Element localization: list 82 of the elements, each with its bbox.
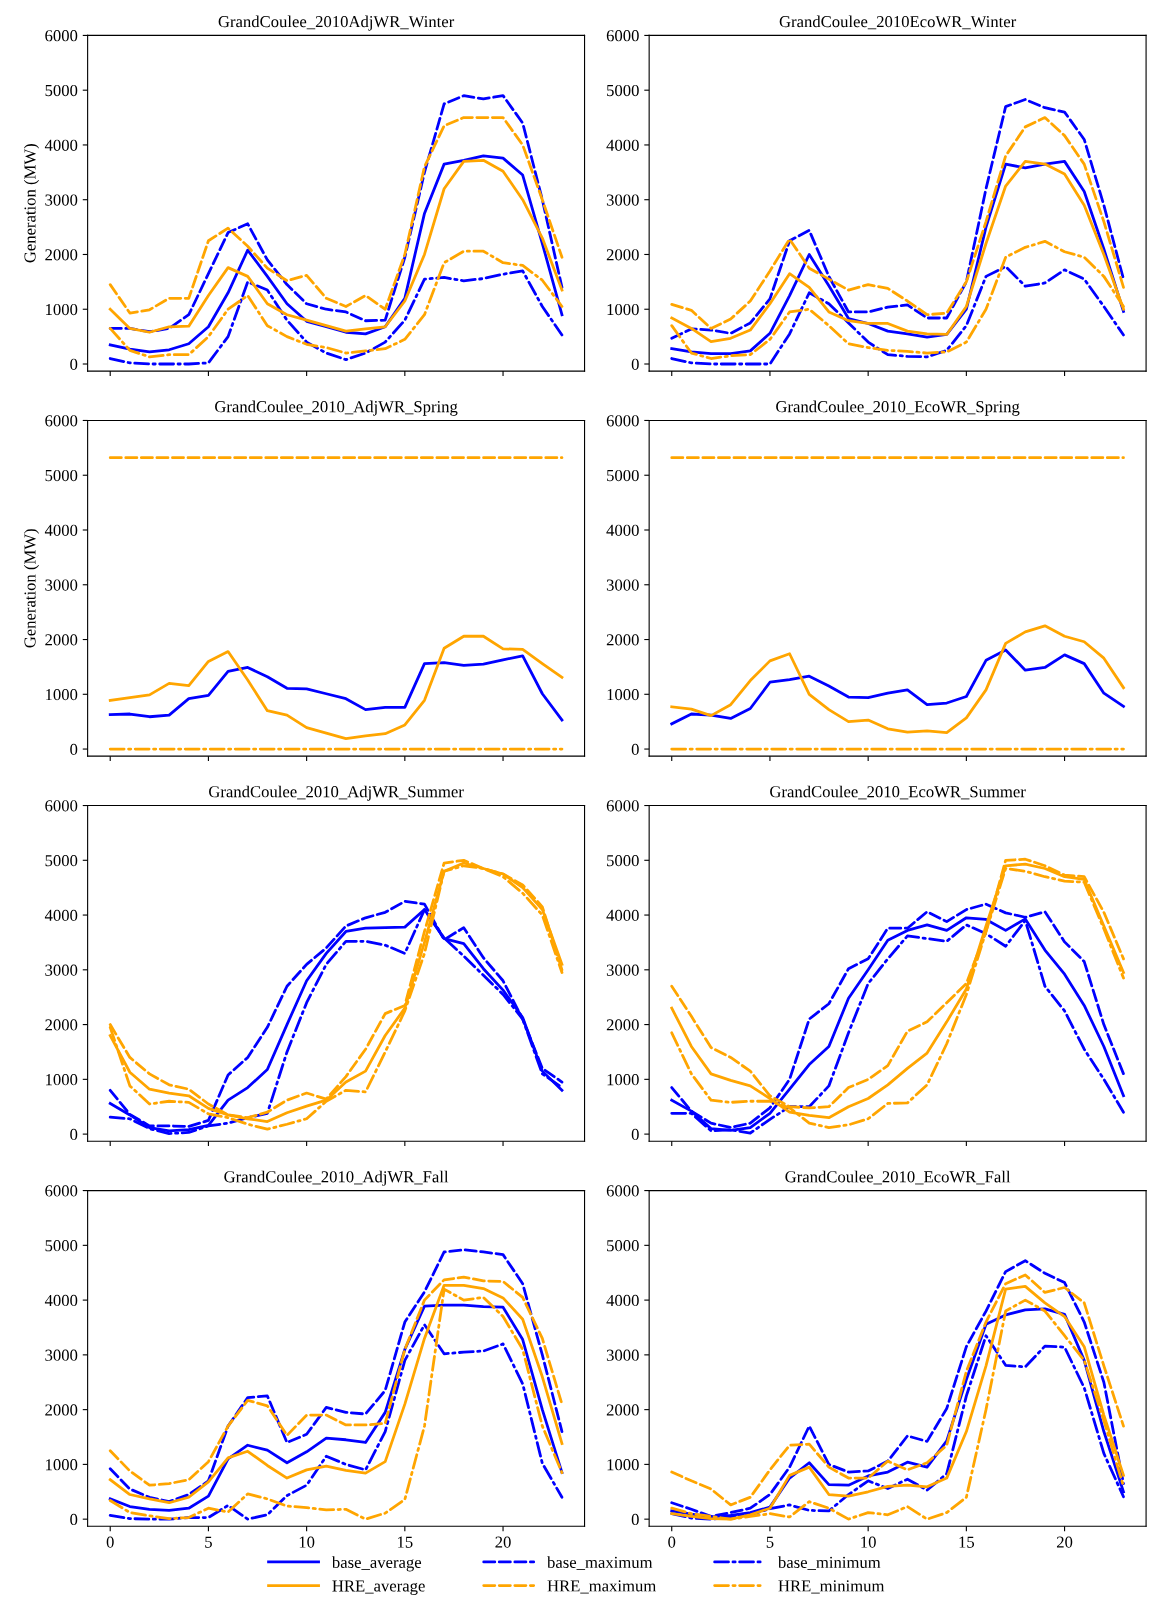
- y-tick-label: 0: [70, 1128, 78, 1141]
- y-tick-label: 4000: [606, 139, 639, 151]
- x-tick-label: 20: [1056, 1536, 1073, 1548]
- x-tick-label: 5: [205, 1536, 212, 1548]
- y-tick-label: 1000: [46, 1459, 78, 1471]
- y-tick-label: 3000: [606, 964, 639, 976]
- y-tick-label: 2000: [606, 1019, 639, 1031]
- y-tick-label: 5000: [45, 854, 78, 867]
- y-tick-label: 0: [631, 1513, 639, 1526]
- y-tick-label: 5000: [45, 469, 78, 482]
- y-tick-label: 1000: [607, 1459, 639, 1471]
- y-tick-label: 1000: [46, 1074, 78, 1086]
- legend-label: base_maximum: [547, 1556, 653, 1570]
- y-tick-label: 5000: [45, 1240, 78, 1252]
- x-tick-label: 10: [299, 1536, 315, 1548]
- chart-title: GrandCoulee_2010_AdjWR_Summer: [209, 785, 464, 801]
- y-axis-title: Generation (MW): [23, 529, 40, 648]
- chart-title: GrandCoulee_2010_AdjWR_Spring: [215, 400, 458, 416]
- y-tick-label: 2000: [606, 249, 639, 261]
- y-tick-label: 5000: [607, 854, 639, 867]
- chart-title: GrandCoulee_2010EcoWR_Winter: [779, 15, 1017, 30]
- legend-label: HRE_maximum: [547, 1580, 657, 1594]
- y-tick-label: 4000: [606, 524, 639, 536]
- y-tick-label: 2000: [45, 1404, 78, 1416]
- chart-title: GrandCoulee_2010_EcoWR_Fall: [785, 1170, 1011, 1185]
- y-tick-label: 0: [70, 358, 78, 370]
- chart-title: GrandCoulee_2010_EcoWR_Summer: [770, 785, 1026, 800]
- y-tick-label: 4000: [606, 1294, 639, 1307]
- y-tick-label: 4000: [44, 909, 78, 921]
- y-tick-label: 6000: [45, 800, 78, 812]
- y-tick-label: 3000: [45, 964, 78, 976]
- y-tick-label: 2000: [606, 1404, 639, 1416]
- y-tick-label: 1000: [607, 1074, 639, 1086]
- x-tick-label: 15: [959, 1536, 975, 1548]
- y-tick-label: 3000: [45, 194, 78, 206]
- y-tick-label: 3000: [606, 194, 639, 206]
- y-tick-label: 6000: [45, 30, 78, 42]
- y-tick-label: 4000: [606, 909, 639, 921]
- y-tick-label: 6000: [606, 30, 639, 42]
- y-tick-label: 1000: [607, 303, 639, 316]
- y-tick-label: 2000: [45, 1019, 78, 1031]
- y-tick-label: 6000: [45, 1185, 78, 1197]
- y-tick-label: 0: [631, 358, 639, 370]
- legend-label: base_average: [331, 1556, 422, 1572]
- y-tick-label: 6000: [45, 415, 78, 427]
- y-tick-label: 3000: [606, 579, 639, 591]
- legend-label: base_minimum: [777, 1556, 881, 1570]
- y-tick-label: 2000: [606, 634, 639, 646]
- x-tick-label: 0: [668, 1536, 676, 1548]
- x-tick-label: 20: [495, 1536, 511, 1548]
- y-tick-label: 1000: [46, 303, 78, 316]
- y-tick-label: 1000: [607, 688, 639, 701]
- y-tick-label: 0: [70, 1513, 78, 1526]
- y-tick-label: 4000: [44, 1294, 78, 1307]
- x-tick-label: 0: [106, 1536, 114, 1548]
- y-tick-label: 4000: [44, 139, 78, 151]
- y-tick-label: 0: [70, 743, 78, 755]
- y-tick-label: 3000: [45, 579, 78, 591]
- y-axis-title: Generation (MW): [23, 144, 40, 263]
- y-tick-label: 6000: [606, 1185, 639, 1197]
- y-tick-label: 0: [631, 1128, 639, 1141]
- chart-title: GrandCoulee_2010_EcoWR_Spring: [776, 400, 1020, 416]
- y-tick-label: 6000: [606, 800, 639, 812]
- x-tick-label: 5: [766, 1536, 774, 1548]
- x-tick-label: 15: [397, 1536, 413, 1548]
- legend-label: HRE_minimum: [778, 1580, 885, 1594]
- y-tick-label: 5000: [607, 1240, 639, 1252]
- y-tick-label: 3000: [606, 1349, 639, 1361]
- y-tick-label: 5000: [45, 84, 78, 97]
- x-tick-label: 10: [861, 1536, 876, 1548]
- y-tick-label: 0: [631, 743, 639, 755]
- legend-label: HRE_average: [332, 1580, 425, 1595]
- y-tick-label: 5000: [607, 84, 639, 97]
- y-tick-label: 2000: [45, 634, 78, 646]
- y-tick-label: 3000: [45, 1349, 78, 1361]
- y-tick-label: 4000: [44, 524, 78, 536]
- y-tick-label: 5000: [607, 469, 639, 482]
- chart-title: GrandCoulee_2010AdjWR_Winter: [218, 15, 455, 31]
- y-tick-label: 6000: [606, 415, 639, 427]
- y-tick-label: 2000: [45, 249, 78, 261]
- chart-title: GrandCoulee_2010_AdjWR_Fall: [224, 1170, 449, 1186]
- y-tick-label: 1000: [46, 688, 78, 701]
